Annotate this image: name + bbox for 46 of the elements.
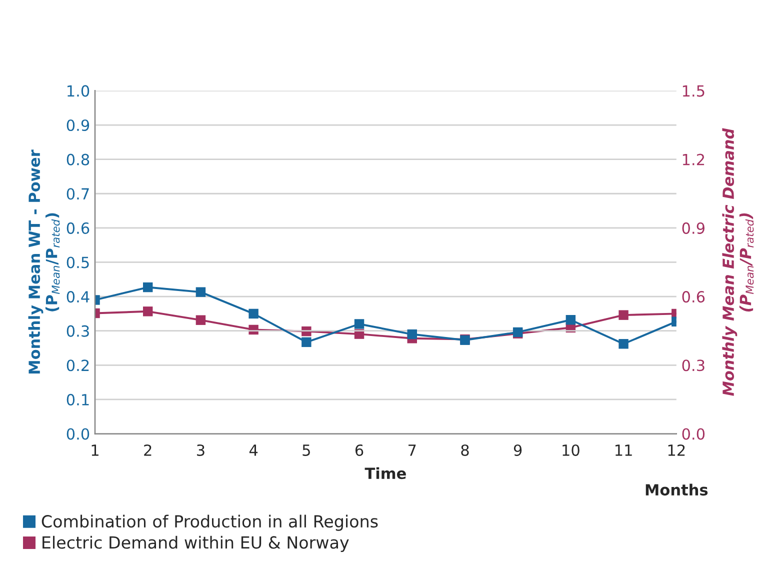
x-tick-label: 1 [92, 444, 98, 456]
point [142, 306, 153, 316]
point [618, 310, 628, 320]
y-tick-label: 0.7 [66, 188, 89, 200]
y2-tick-label: 0.3 [682, 360, 704, 372]
point [302, 337, 312, 348]
y-tick-label: 1.0 [68, 85, 90, 97]
point [407, 329, 417, 340]
point [354, 319, 364, 329]
y2-axis-title: Monthly Mean Electric Demand (P$_{Mean}$/P$_{rated}$) [722, 128, 754, 396]
point [248, 308, 258, 319]
y-tick-label: 0.0 [66, 428, 90, 440]
y2-tick-label: 0.0 [682, 428, 705, 440]
legend-label: Electric Demand within EU & Norway [42, 536, 349, 552]
x-tick-label: 9 [514, 444, 522, 456]
y-axis-title: Monthly Mean WT - Power (P$_{Mean}$/P$_{rated}$) [28, 150, 60, 374]
x-tick-label: 8 [461, 444, 469, 456]
point [566, 315, 576, 325]
x-tick-label: 11 [616, 444, 632, 456]
x-tick-label: 10 [562, 444, 580, 456]
y-tick-label: 0.3 [66, 325, 89, 337]
x-tick-label: 7 [408, 444, 416, 456]
y-tick-label: 0.2 [66, 360, 89, 372]
legend-label: Combination of Production in all Regions [42, 514, 378, 531]
y-tick-label: 0.4 [66, 291, 90, 303]
x-tick-label: 6 [355, 444, 364, 456]
point [142, 282, 153, 292]
y2-tick-label: 0.6 [682, 291, 705, 303]
y-tick-label: 0.8 [66, 154, 90, 166]
y-tick-label: 0.9 [66, 119, 90, 132]
x-tick-label: 3 [197, 444, 204, 456]
text: Months [646, 484, 708, 496]
x-tick-label: 12 [668, 444, 685, 456]
y2-tick-label: 0.9 [682, 222, 704, 234]
x-tick-label: 2 [144, 444, 152, 456]
point [196, 287, 206, 297]
x-tick-label: 4 [249, 444, 258, 456]
y2-tick-label: 1.5 [682, 85, 704, 97]
y-tick-label: 0.6 [66, 222, 90, 234]
point [196, 315, 206, 325]
x-axis-title: Time [364, 467, 406, 480]
y-tick-label: 0.1 [66, 394, 89, 406]
x-tick-label: 5 [302, 444, 310, 456]
point [618, 339, 628, 349]
y-tick-label: 0.5 [66, 256, 89, 268]
y2-tick-label: 1.2 [682, 154, 704, 166]
